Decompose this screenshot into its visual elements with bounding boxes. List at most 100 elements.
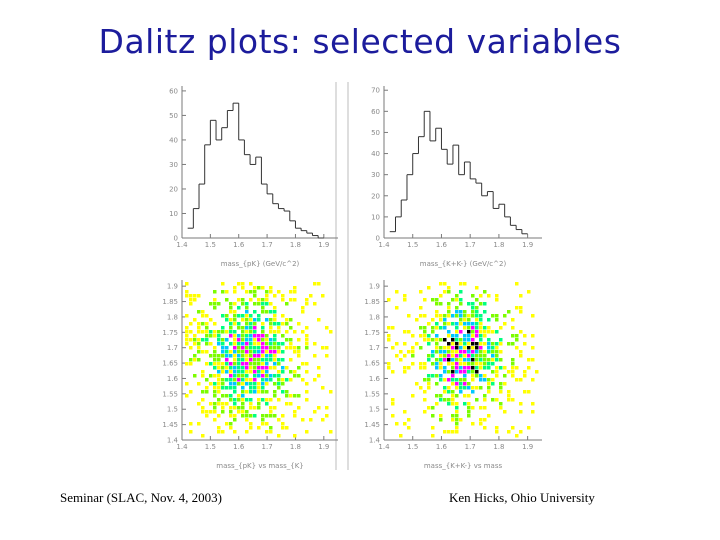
heatmap-cell: [431, 426, 435, 430]
heatmap-cell: [439, 366, 443, 370]
heatmap-cell: [407, 426, 411, 430]
heatmap-cell: [277, 350, 281, 354]
heatmap-cell: [189, 358, 193, 362]
heatmap-cell: [499, 382, 503, 386]
heatmap-cell: [233, 386, 237, 390]
heatmap-cell: [261, 378, 265, 382]
heatmap-cell: [467, 342, 471, 346]
heatmap-cell: [237, 354, 241, 358]
heatmap-cell: [257, 346, 261, 350]
heatmap-cell: [189, 422, 193, 426]
heatmap-cell: [237, 362, 241, 366]
heatmap-cell: [395, 290, 399, 294]
heatmap-cell: [241, 378, 245, 382]
heatmap-cell: [257, 334, 261, 338]
heatmap-cell: [185, 342, 189, 346]
heatmap-cell: [435, 394, 439, 398]
heatmap-cell: [415, 382, 419, 386]
heatmap-cell: [519, 350, 523, 354]
heatmap-cell: [253, 390, 257, 394]
heatmap-cell: [257, 382, 261, 386]
heatmap-cell: [193, 334, 197, 338]
heatmap-cell: [495, 366, 499, 370]
heatmap-cell: [451, 346, 455, 350]
heatmap-cell: [471, 358, 475, 362]
heatmap-cell: [201, 390, 205, 394]
heatmap-cell: [245, 330, 249, 334]
heatmap-cell: [241, 354, 245, 358]
heatmap-cell: [185, 394, 189, 398]
heatmap-cell: [241, 334, 245, 338]
heatmap-cell: [249, 426, 253, 430]
heatmap-cell: [495, 374, 499, 378]
heatmap-cell: [277, 418, 281, 422]
heatmap-cell: [269, 286, 273, 290]
y-tick-label: 30: [371, 171, 380, 179]
heatmap-cell: [213, 330, 217, 334]
heatmap-cell: [201, 330, 205, 334]
y-tick-label: 0: [376, 235, 380, 243]
heatmap-cell: [471, 346, 475, 350]
heatmap-cell: [427, 342, 431, 346]
heatmap-cell: [511, 398, 515, 402]
heatmap-cell: [281, 390, 285, 394]
heatmap-cell: [439, 398, 443, 402]
y-tick-label: 1.9: [369, 283, 380, 291]
heatmap-cell: [269, 374, 273, 378]
heatmap-cell: [241, 338, 245, 342]
heatmap-cell: [475, 326, 479, 330]
heatmap-cell: [249, 298, 253, 302]
heatmap-cell: [281, 414, 285, 418]
heatmap-cell: [217, 390, 221, 394]
heatmap-cell: [253, 334, 257, 338]
heatmap-cell: [229, 318, 233, 322]
heatmap-cell: [483, 366, 487, 370]
heatmap-cell: [225, 354, 229, 358]
heatmap-cell: [281, 382, 285, 386]
heatmap-cell: [427, 334, 431, 338]
heatmap-cell: [257, 338, 261, 342]
heatmap-cell: [479, 314, 483, 318]
heatmap-cell: [265, 358, 269, 362]
heatmap-cell: [459, 290, 463, 294]
heatmap-cell: [241, 406, 245, 410]
heatmap-cell: [229, 326, 233, 330]
heatmap-cell: [229, 330, 233, 334]
heatmap-cell: [241, 302, 245, 306]
heatmap-cell: [447, 330, 451, 334]
heatmap-cell: [451, 314, 455, 318]
heatmap-cell: [233, 334, 237, 338]
heatmap-cell: [527, 366, 531, 370]
heatmap-cell: [317, 366, 321, 370]
heatmap-cell: [273, 362, 277, 366]
heatmap-cell: [245, 290, 249, 294]
heatmap-cell: [273, 330, 277, 334]
heatmap-cell: [447, 310, 451, 314]
heatmap-cell: [249, 362, 253, 366]
heatmap-cell: [241, 410, 245, 414]
heatmap-cell: [241, 342, 245, 346]
heatmap-cell: [197, 422, 201, 426]
heatmap-cell: [431, 298, 435, 302]
heatmap-cell: [463, 358, 467, 362]
heatmap-cell: [281, 334, 285, 338]
heatmap-cell: [229, 310, 233, 314]
heatmap-cell: [253, 382, 257, 386]
x-tick-label: 1.4: [176, 241, 188, 249]
heatmap-cell: [281, 294, 285, 298]
heatmap-cell: [253, 346, 257, 350]
heatmap-cell: [435, 310, 439, 314]
heatmap-cell: [217, 382, 221, 386]
heatmap-cell: [245, 338, 249, 342]
heatmap-cell: [403, 370, 407, 374]
heatmap-cell: [289, 370, 293, 374]
heatmap-cell: [487, 350, 491, 354]
heatmap-cell: [463, 402, 467, 406]
heatmap-cell: [229, 370, 233, 374]
heatmap-cell: [435, 322, 439, 326]
heatmap-cell: [499, 350, 503, 354]
heatmap-cell: [507, 342, 511, 346]
heatmap-cell: [463, 362, 467, 366]
heatmap-cell: [423, 298, 427, 302]
heatmap-cell: [205, 338, 209, 342]
